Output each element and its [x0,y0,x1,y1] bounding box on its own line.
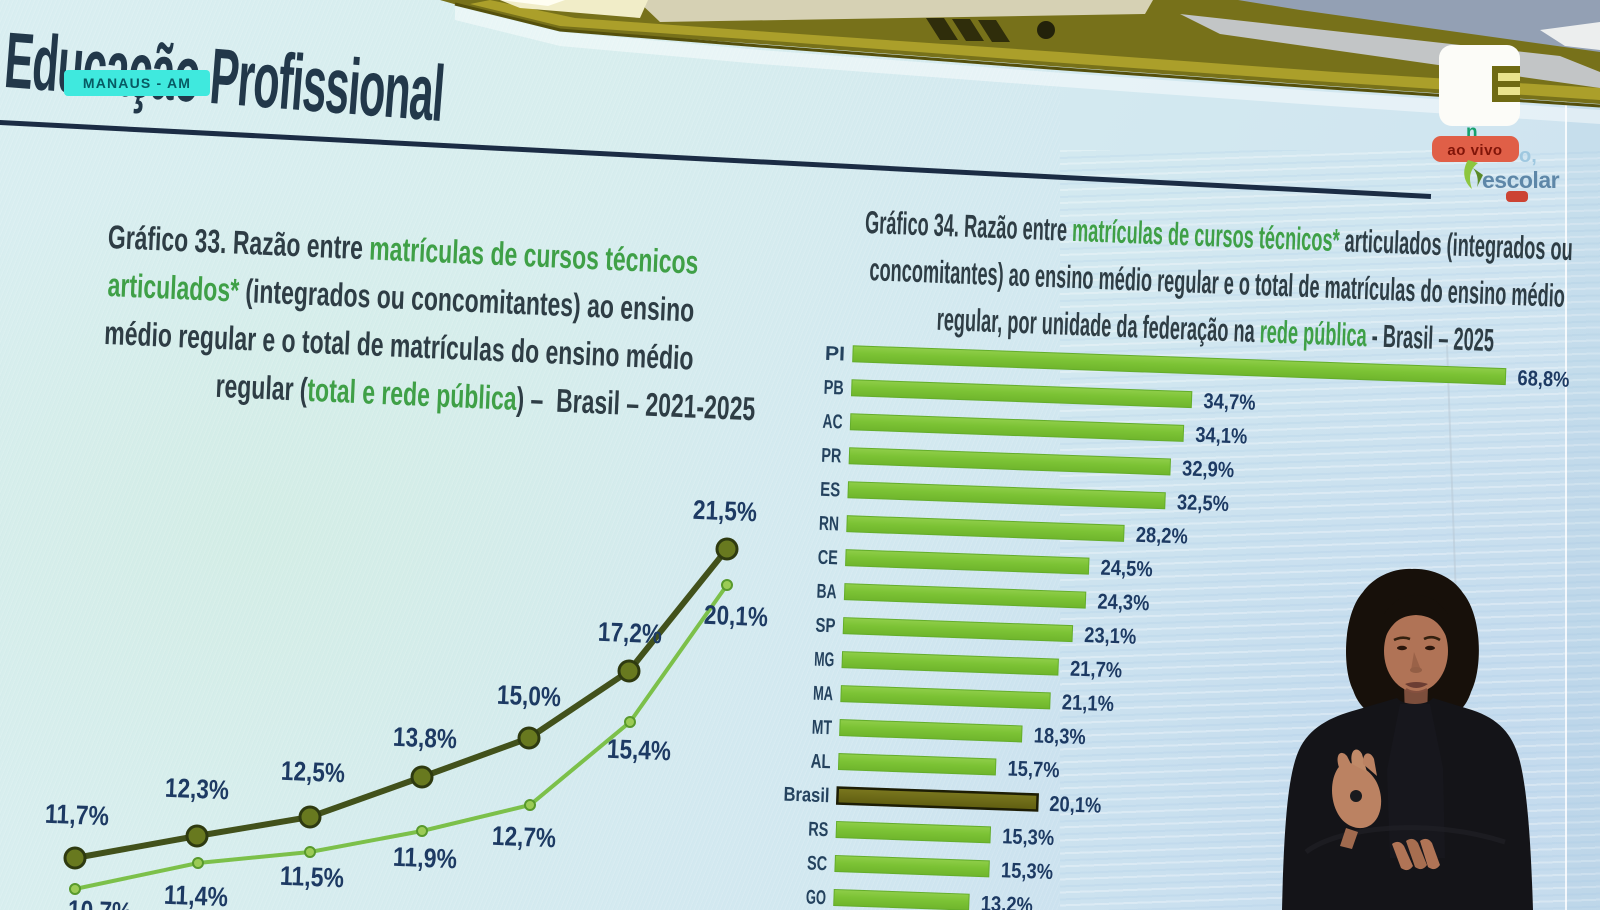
svg-text:escolar: escolar [1482,167,1560,193]
svg-text:11,7%: 11,7% [44,799,109,832]
svg-text:o,: o, [1519,145,1537,167]
svg-text:SC: SC [807,853,828,876]
svg-text:RS: RS [808,819,829,842]
svg-text:11,4%: 11,4% [163,880,228,910]
svg-text:BA: BA [816,581,837,604]
svg-text:AC: AC [822,411,843,434]
svg-text:34,7%: 34,7% [1203,389,1256,415]
svg-text:15,4%: 15,4% [606,734,671,767]
svg-text:PI: PI [825,343,846,366]
svg-text:MA: MA [813,683,834,706]
svg-text:MG: MG [814,649,835,672]
svg-text:68,8%: 68,8% [1517,366,1570,392]
svg-text:32,5%: 32,5% [1177,490,1230,516]
svg-text:MT: MT [811,717,832,740]
svg-text:20,1%: 20,1% [703,600,768,633]
svg-text:12,3%: 12,3% [164,773,229,806]
svg-text:20,1%: 20,1% [1049,792,1102,818]
svg-text:10,7%: 10,7% [67,895,132,910]
svg-text:15,3%: 15,3% [1002,824,1055,850]
svg-text:11,5%: 11,5% [279,861,344,894]
svg-text:12,5%: 12,5% [280,756,345,789]
svg-text:23,1%: 23,1% [1084,623,1137,649]
svg-text:PB: PB [823,377,844,400]
svg-text:ES: ES [820,479,841,502]
svg-text:SP: SP [815,615,836,638]
svg-text:PR: PR [821,445,842,468]
svg-text:28,2%: 28,2% [1135,523,1188,549]
svg-text:12,7%: 12,7% [491,821,556,854]
svg-text:24,3%: 24,3% [1097,589,1150,615]
svg-text:21,1%: 21,1% [1061,690,1114,716]
svg-text:34,1%: 34,1% [1195,423,1248,449]
svg-text:15,0%: 15,0% [496,680,561,713]
svg-text:15,7%: 15,7% [1007,756,1060,782]
svg-text:11,9%: 11,9% [392,842,457,875]
svg-text:17,2%: 17,2% [597,617,662,650]
svg-text:AL: AL [810,751,831,774]
svg-text:24,5%: 24,5% [1100,556,1153,582]
svg-text:32,9%: 32,9% [1182,456,1235,482]
svg-text:13,2%: 13,2% [980,892,1033,910]
svg-text:CE: CE [817,547,838,570]
svg-text:n: n [1466,122,1478,143]
svg-text:21,5%: 21,5% [692,495,757,528]
svg-text:Brasil: Brasil [783,784,830,808]
svg-text:15,3%: 15,3% [1001,858,1054,884]
svg-text:RN: RN [819,513,840,536]
svg-text:18,3%: 18,3% [1033,723,1086,749]
svg-text:21,7%: 21,7% [1070,657,1123,683]
svg-text:ao vivo: ao vivo [1447,142,1502,159]
svg-text:13,8%: 13,8% [392,722,457,755]
svg-text:GO: GO [806,886,827,909]
